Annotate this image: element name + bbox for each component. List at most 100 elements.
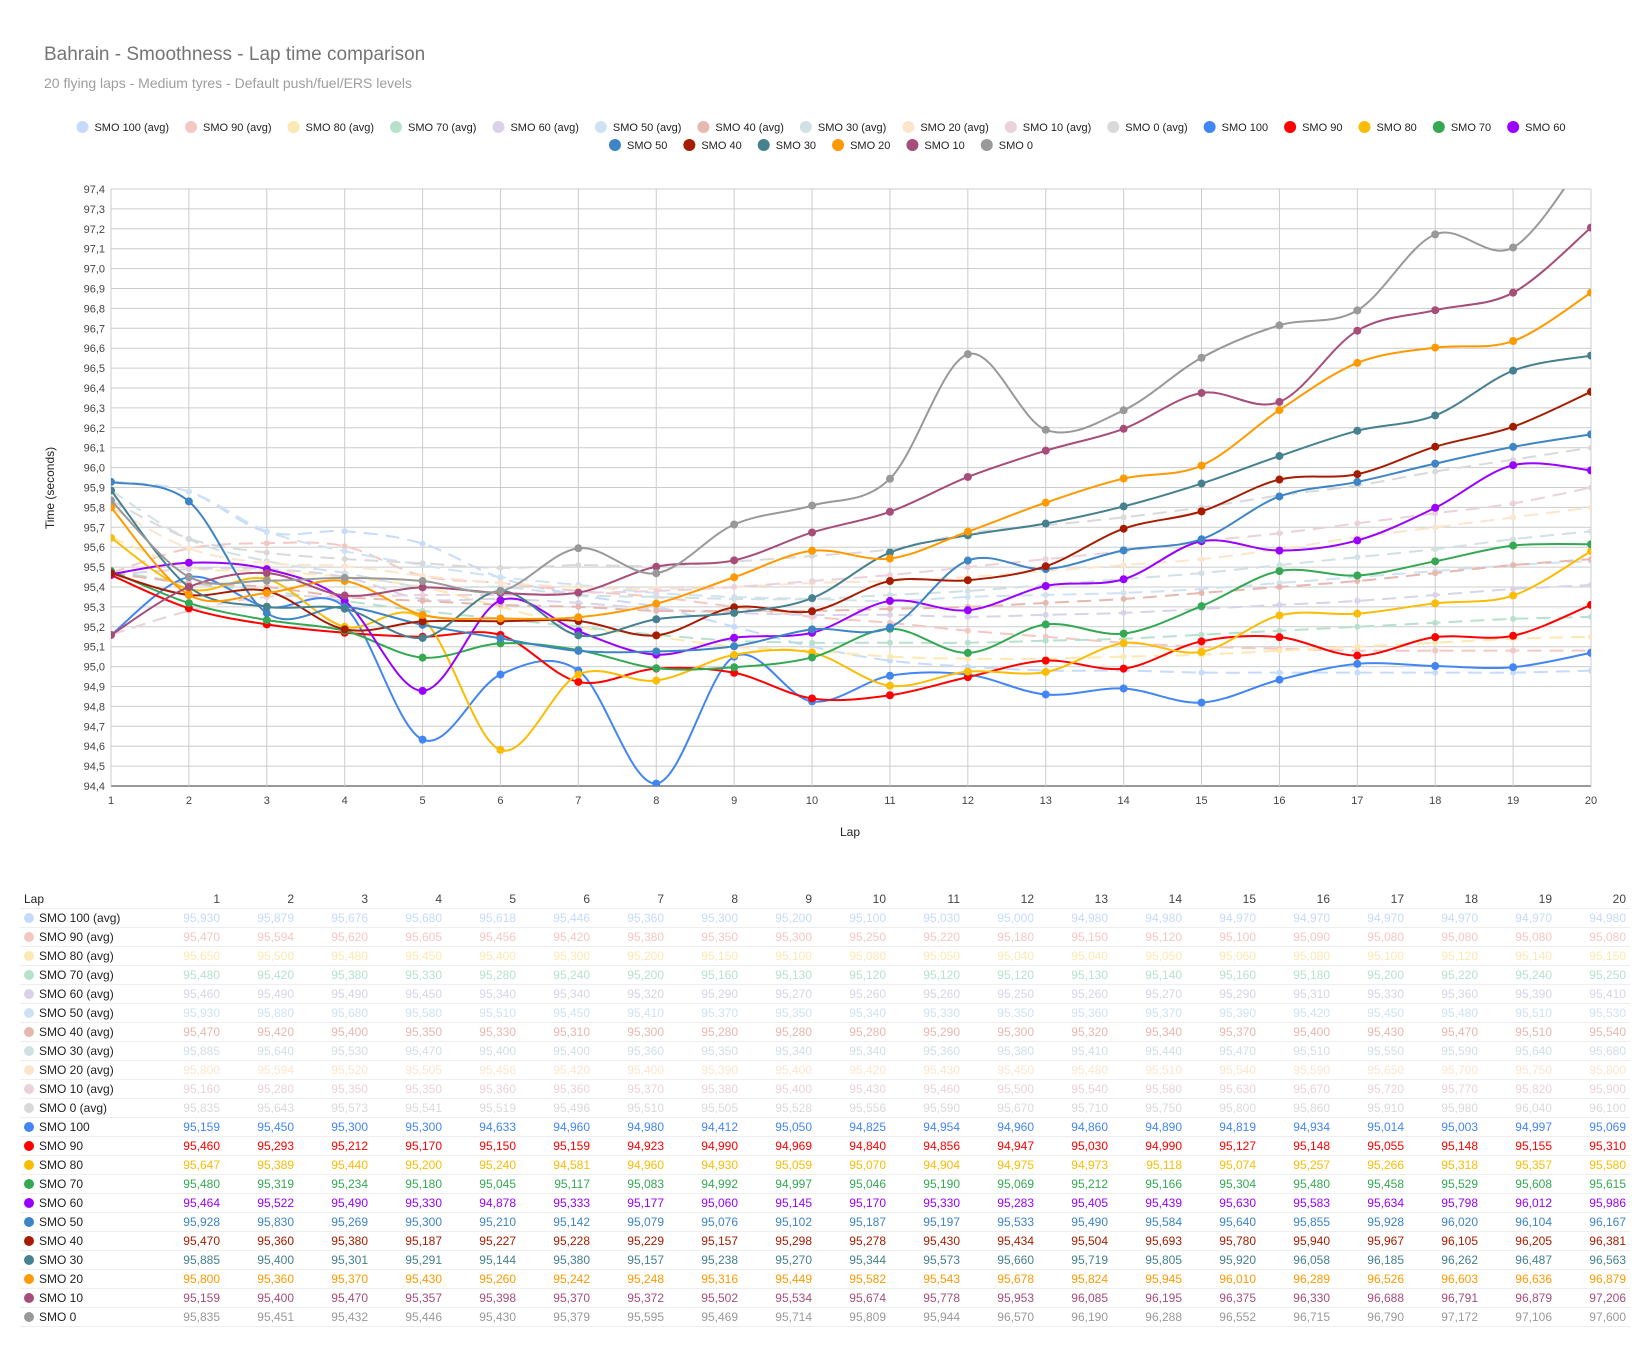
table-row: SMO 20 (avg) 95,800 95,594 95,520 95,505 95,4…	[20, 1060, 1630, 1080]
data-label-smo-70: 95,304	[1186, 1174, 1260, 1194]
data-point-smo-30	[418, 633, 427, 642]
data-label-smo-90-avg: 95,180	[964, 927, 1038, 947]
data-label-smo-30-avg: 95,680	[1556, 1041, 1630, 1061]
data-label-smo-50-avg: 95,360	[1038, 1003, 1112, 1023]
data-label-smo-100-avg: 94,970	[1186, 908, 1260, 928]
data-label-smo-60: 95,145	[742, 1193, 816, 1213]
data-point-smo-10	[1041, 446, 1050, 455]
data-point-smo-70-avg	[1042, 637, 1049, 644]
data-point-smo-30	[574, 631, 583, 640]
data-label-smo-100-avg: 94,970	[1482, 908, 1556, 928]
data-point-smo-90-avg	[341, 543, 348, 550]
data-label-smo-0: 96,790	[1334, 1307, 1408, 1327]
data-point-smo-100-avg	[1354, 669, 1361, 676]
legend-item-smo-70-avg: SMO 70 (avg)	[389, 121, 476, 134]
data-point-smo-20	[963, 527, 972, 536]
table-row: SMO 40 95,470 95,360 95,380 95,187 95,227 95,2…	[20, 1231, 1630, 1251]
data-point-smo-20-avg	[341, 563, 348, 570]
series-name-cell: SMO 20	[20, 1269, 150, 1289]
legend-item-smo-90-avg: SMO 90 (avg)	[185, 121, 272, 134]
series-line-smo-70-avg	[111, 570, 1591, 644]
data-label-smo-0: 95,469	[668, 1307, 742, 1327]
data-point-smo-0	[418, 577, 427, 586]
table-row: SMO 30 95,885 95,400 95,301 95,291 95,144 95,3…	[20, 1250, 1630, 1270]
data-label-smo-100-avg: 95,676	[298, 908, 372, 928]
data-label-smo-50-avg: 95,450	[1334, 1003, 1408, 1023]
data-label-smo-70-avg: 95,180	[1260, 965, 1334, 985]
data-point-smo-80	[1431, 599, 1440, 608]
legend-swatch	[980, 139, 993, 151]
data-label-smo-50-avg: 95,510	[1482, 1003, 1556, 1023]
data-label-smo-10: 95,400	[224, 1288, 298, 1308]
series-name-cell: SMO 60	[20, 1193, 150, 1213]
data-point-smo-0	[885, 474, 894, 483]
data-label-smo-10-avg: 95,900	[1556, 1079, 1630, 1099]
data-label-smo-40-avg: 95,300	[594, 1022, 668, 1042]
data-label-smo-90-avg: 95,120	[1112, 927, 1186, 947]
data-label-smo-50: 95,079	[594, 1212, 668, 1232]
data-point-smo-10	[1587, 223, 1591, 232]
data-point-smo-70	[652, 664, 661, 673]
data-point-smo-90	[1275, 633, 1284, 642]
data-label-smo-10-avg: 95,820	[1482, 1079, 1556, 1099]
data-point-smo-50	[730, 642, 739, 651]
data-point-smo-80	[1197, 647, 1206, 656]
legend-swatch	[1284, 121, 1297, 133]
data-point-smo-60	[184, 558, 193, 567]
y-tick-label: 97,3	[84, 204, 105, 216]
data-label-smo-20: 95,945	[1112, 1269, 1186, 1289]
x-tick-label: 10	[806, 795, 818, 807]
legend-item-smo-20-avg: SMO 20 (avg)	[902, 121, 989, 134]
data-point-smo-30-avg	[1276, 562, 1283, 569]
data-label-smo-40-avg: 95,400	[1260, 1022, 1334, 1042]
data-label-smo-30-avg: 95,640	[1482, 1041, 1556, 1061]
data-label-smo-40: 95,157	[668, 1231, 742, 1251]
data-point-smo-50-avg	[185, 488, 192, 495]
data-label-smo-70: 95,529	[1408, 1174, 1482, 1194]
data-label-smo-70-avg: 95,120	[964, 965, 1038, 985]
data-point-smo-0	[1353, 306, 1362, 315]
series-name-cell: SMO 80 (avg)	[20, 946, 150, 966]
data-label-smo-30: 95,920	[1186, 1250, 1260, 1270]
data-label-smo-100: 95,003	[1408, 1117, 1482, 1137]
data-label-smo-20: 95,316	[668, 1269, 742, 1289]
data-label-smo-100: 94,980	[594, 1117, 668, 1137]
data-point-smo-0-avg	[341, 555, 348, 562]
data-point-smo-90	[963, 673, 972, 682]
data-label-smo-40: 95,187	[372, 1231, 446, 1251]
data-point-smo-10-avg	[653, 587, 660, 594]
data-label-smo-50: 95,187	[816, 1212, 890, 1232]
data-point-smo-20	[1275, 406, 1284, 415]
data-label-smo-50: 95,300	[372, 1212, 446, 1232]
data-point-smo-60	[496, 596, 505, 605]
data-label-smo-30: 95,719	[1038, 1250, 1112, 1270]
data-label-smo-40-avg: 95,320	[1038, 1022, 1112, 1042]
data-point-smo-60-avg	[886, 611, 893, 618]
data-point-smo-90-avg	[1510, 647, 1517, 654]
data-point-smo-20-avg	[1120, 562, 1127, 569]
data-label-smo-0-avg: 95,505	[668, 1098, 742, 1118]
data-point-smo-0-avg	[575, 562, 582, 569]
y-tick-label: 96,2	[84, 423, 105, 435]
legend-item-smo-100-avg: SMO 100 (avg)	[76, 121, 169, 134]
data-label-smo-100: 95,300	[298, 1117, 372, 1137]
data-label-smo-100: 94,960	[964, 1117, 1038, 1137]
x-axis-title: Lap	[840, 825, 860, 839]
y-tick-label: 95,4	[84, 582, 105, 594]
data-label-smo-0: 96,570	[964, 1307, 1038, 1327]
data-point-smo-70-avg	[1354, 623, 1361, 630]
data-label-smo-40: 95,360	[224, 1231, 298, 1251]
data-point-smo-30-avg	[886, 591, 893, 598]
x-tick-label: 12	[962, 795, 974, 807]
legend-label: SMO 100 (avg)	[94, 122, 169, 134]
data-label-smo-90: 94,947	[964, 1136, 1038, 1156]
data-point-smo-60-avg	[1354, 597, 1361, 604]
x-tick-label: 5	[420, 795, 426, 807]
data-label-smo-70-avg: 95,160	[668, 965, 742, 985]
data-label-smo-90-avg: 95,456	[446, 927, 520, 947]
data-label-smo-40-avg: 95,290	[890, 1022, 964, 1042]
data-label-smo-100-avg: 95,618	[446, 908, 520, 928]
data-label-smo-100: 94,633	[446, 1117, 520, 1137]
data-point-smo-10	[1431, 306, 1440, 315]
data-point-smo-80-avg	[1588, 633, 1591, 640]
